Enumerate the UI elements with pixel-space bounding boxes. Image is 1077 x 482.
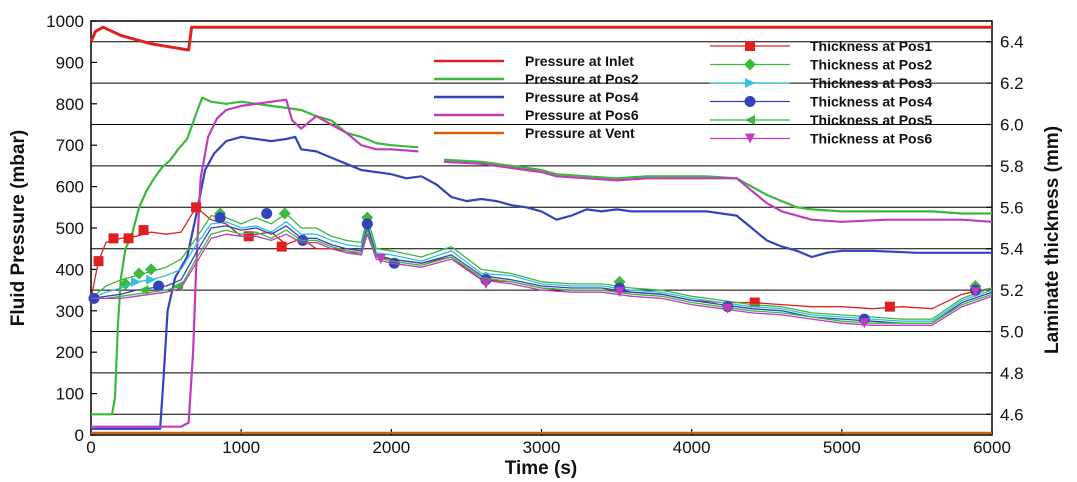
y-axis-left: 0 100 200 300 400 500 600 700 800 900 1000 (46, 12, 97, 445)
legend-label-pressure-at-pos2: Pressure at Pos2 (525, 71, 639, 87)
series-line-pressure-at-inlet (89, 25, 992, 52)
y-left-tick-label: 300 (56, 302, 84, 321)
marker-thickness-at-pos3 (131, 276, 142, 287)
legend-label-pressure-at-pos4: Pressure at Pos4 (525, 89, 639, 105)
y-right-tick-label: 6.4 (1000, 33, 1024, 52)
legend-pressure: Pressure at Inlet Pressure at Pos2 Pressur… (434, 53, 639, 141)
series-line-pressure-at-pos4 (91, 135, 992, 430)
y-left-tick-label: 700 (56, 136, 84, 155)
legend-label-thickness-at-pos3: Thickness at Pos3 (810, 75, 932, 91)
marker-legend-thickness-at-pos3 (745, 78, 755, 88)
x-tick-label: 6000 (973, 438, 1011, 457)
legend-label-pressure-at-vent: Pressure at Vent (525, 125, 635, 141)
marker-thickness-at-pos6 (970, 287, 981, 298)
legend-label-thickness-at-pos2: Thickness at Pos2 (810, 57, 932, 73)
marker-thickness-at-pos1 (191, 202, 202, 213)
legend-thickness: Thickness at Pos1 Thickness at Pos2 Thickn… (710, 38, 932, 147)
y-left-tick-label: 800 (56, 95, 84, 114)
thickness-series-group (88, 202, 993, 329)
marker-thickness-at-pos6 (722, 303, 733, 314)
y-left-tick-label: 600 (56, 178, 84, 197)
y-axis-right-title: Laminate thickness (mm) (1042, 126, 1063, 354)
y-right-tick-label: 4.6 (1000, 405, 1024, 424)
y-left-tick-label: 1000 (46, 12, 84, 31)
marker-thickness-at-pos1 (276, 241, 287, 252)
marker-thickness-at-pos6 (859, 318, 870, 329)
y-right-tick-label: 5.8 (1000, 157, 1024, 176)
series-line-thickness-at-pos3 (90, 221, 993, 322)
grid-lines (91, 41, 992, 415)
marker-thickness-at-pos1 (108, 233, 119, 244)
marker-legend-thickness-at-pos4 (744, 96, 756, 107)
series-line-thickness-at-pos6 (91, 233, 993, 326)
marker-thickness-at-pos4 (214, 212, 226, 224)
y-right-tick-label: 5.0 (1000, 323, 1024, 342)
x-tick-label: 3000 (523, 438, 561, 457)
x-tick-label: 4000 (673, 438, 711, 457)
pressure-series-group (89, 25, 993, 434)
y-axis-right: 4.6 4.8 5.0 5.2 5.4 5.6 5.8 6.0 6.2 6.4 (986, 33, 1024, 424)
marker-legend-thickness-at-pos2 (744, 58, 756, 71)
y-right-tick-label: 6.2 (1000, 74, 1024, 93)
marker-thickness-at-pos5 (138, 285, 149, 296)
x-tick-label: 2000 (372, 438, 410, 457)
marker-thickness-at-pos1 (138, 225, 149, 236)
y-right-tick-label: 4.8 (1000, 364, 1024, 383)
y-left-tick-label: 500 (56, 219, 84, 238)
marker-thickness-at-pos6 (480, 278, 491, 289)
marker-thickness-at-pos2 (278, 207, 291, 220)
series-line-thickness-at-pos1 (90, 206, 993, 310)
marker-legend-thickness-at-pos6 (745, 133, 755, 144)
y-right-tick-label: 6.0 (1000, 116, 1024, 135)
y-axis-left-title: Fluid Pressure (mbar) (8, 130, 29, 326)
x-tick-label: 1000 (222, 438, 260, 457)
x-axis: 0 1000 2000 3000 4000 5000 6000 (86, 429, 1011, 457)
x-tick-label: 0 (86, 438, 95, 457)
marker-thickness-at-pos1 (749, 297, 760, 308)
legend-label-pressure-at-inlet: Pressure at Inlet (525, 53, 634, 69)
y-left-tick-label: 200 (56, 343, 84, 362)
y-right-tick-label: 5.4 (1000, 240, 1024, 259)
x-tick-label: 5000 (823, 438, 861, 457)
series-line-pressure-at-pos2 (91, 96, 419, 416)
marker-legend-thickness-at-pos5 (745, 115, 755, 125)
marker-thickness-at-pos4 (153, 280, 165, 292)
y-right-tick-label: 5.2 (1000, 281, 1024, 300)
series-line-pressure-at-pos6 (91, 98, 419, 428)
marker-thickness-at-pos3 (146, 274, 157, 285)
series-line-pressure-at-pos6-continued (443, 160, 993, 223)
legend-label-thickness-at-pos5: Thickness at Pos5 (810, 112, 932, 128)
series-line-thickness-at-pos4 (90, 225, 993, 324)
legend-label-thickness-at-pos6: Thickness at Pos6 (810, 131, 932, 147)
marker-thickness-at-pos2 (145, 263, 158, 276)
marker-thickness-at-pos1 (123, 233, 134, 244)
marker-legend-thickness-at-pos1 (745, 41, 755, 51)
series-line-pressure-at-pos2-continued (443, 158, 992, 215)
y-right-tick-label: 5.6 (1000, 198, 1024, 217)
marker-thickness-at-pos4 (261, 208, 273, 220)
marker-thickness-at-pos2 (133, 267, 146, 280)
marker-thickness-at-pos4 (361, 218, 373, 230)
y-left-tick-label: 0 (75, 426, 84, 445)
y-left-tick-label: 400 (56, 260, 84, 279)
marker-thickness-at-pos6 (375, 254, 386, 265)
legend-label-thickness-at-pos4: Thickness at Pos4 (810, 94, 932, 110)
series-line-thickness-at-pos5 (91, 229, 993, 324)
series-line-thickness-at-pos2 (90, 212, 993, 320)
marker-thickness-at-pos1 (93, 256, 104, 267)
marker-thickness-at-pos1 (884, 301, 895, 312)
x-axis-title: Time (s) (505, 458, 578, 479)
legend-label-thickness-at-pos1: Thickness at Pos1 (810, 38, 932, 54)
y-left-tick-label: 100 (56, 385, 84, 404)
y-left-tick-label: 900 (56, 53, 84, 72)
marker-thickness-at-pos6 (614, 287, 625, 298)
legend-label-pressure-at-pos6: Pressure at Pos6 (525, 107, 639, 123)
